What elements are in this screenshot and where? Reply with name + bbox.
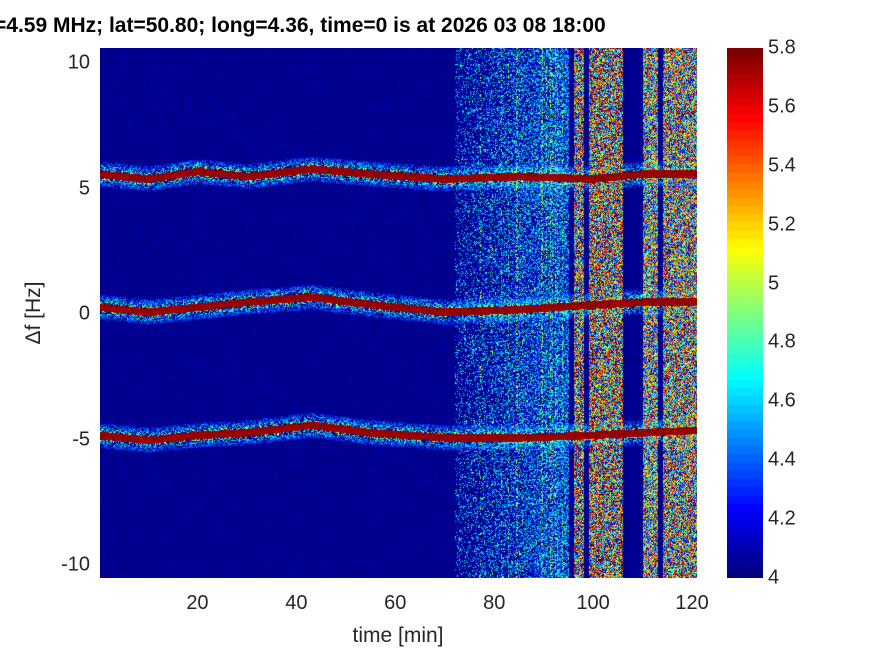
colorbar [727, 48, 763, 578]
x-tick-label: 100 [576, 592, 610, 614]
x-tick-label: 120 [675, 592, 709, 614]
y-tick-label: 5 [78, 177, 90, 200]
chart-title: =4.59 MHz; lat=50.80; long=4.36, time=0 … [0, 14, 606, 37]
colorbar-tick-label: 5.4 [768, 154, 796, 177]
x-axis-label: time [min] [352, 624, 444, 647]
x-tick-label: 60 [384, 592, 407, 614]
colorbar-tick-label: 5 [768, 272, 780, 295]
colorbar-tick-label: 4.2 [768, 507, 796, 530]
x-tick-label: 80 [483, 592, 506, 614]
y-tick-label: 0 [78, 302, 90, 325]
spectrogram-heatmap [100, 48, 697, 578]
colorbar-tick-label: 4.6 [768, 389, 796, 412]
y-tick-label: -10 [61, 553, 90, 576]
y-tick-label: 10 [67, 51, 90, 74]
colorbar-tick-label: 5.6 [768, 95, 796, 118]
x-tick-label: 20 [186, 592, 209, 614]
colorbar-tick-label: 5.8 [768, 36, 796, 59]
colorbar-tick-label: 5.2 [768, 213, 796, 236]
y-tick-label: -5 [72, 428, 90, 451]
y-axis-label: Δf [Hz] [22, 281, 45, 345]
colorbar-tick-label: 4.8 [768, 330, 796, 353]
colorbar-tick-label: 4 [768, 566, 780, 589]
x-tick-label: 40 [285, 592, 308, 614]
colorbar-tick-label: 4.4 [768, 448, 796, 471]
